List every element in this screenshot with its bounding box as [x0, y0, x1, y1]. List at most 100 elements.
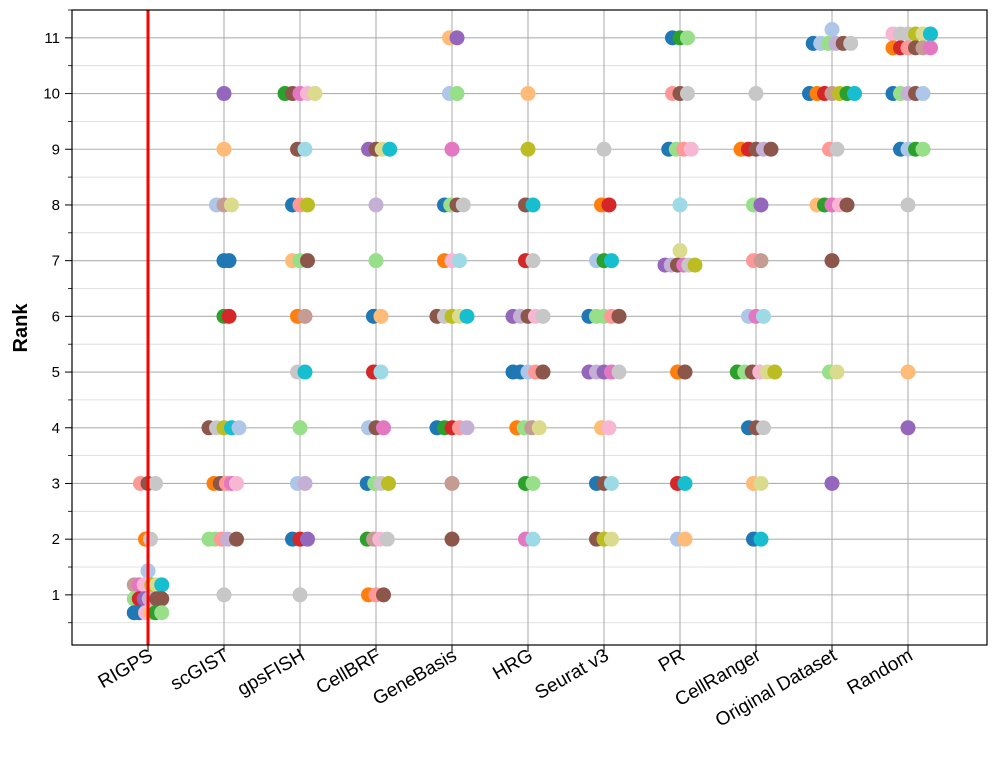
rank-point [154, 605, 170, 621]
rank-point [604, 253, 619, 269]
rank-point [680, 30, 695, 46]
rank-point [677, 531, 693, 547]
rank-point [756, 308, 771, 324]
rank-point [672, 243, 688, 259]
rank-point [923, 40, 938, 56]
rank-point [843, 35, 859, 51]
x-tick-label: RIGPS [95, 645, 157, 693]
rank-point [449, 30, 465, 46]
y-axis-title: Rank [10, 303, 32, 353]
rank-point [525, 531, 541, 547]
rank-point [601, 420, 617, 436]
rank-point [525, 253, 541, 269]
y-tick-label: 3 [52, 475, 60, 492]
rank-point [824, 475, 840, 491]
x-tick-label: GeneBasis [370, 645, 461, 710]
rank-point [535, 364, 551, 380]
rank-point [915, 86, 931, 102]
rank-point [216, 141, 232, 157]
rank-point [753, 253, 769, 269]
rank-point [847, 86, 862, 102]
rank-point [148, 475, 163, 491]
rank-point [829, 364, 845, 380]
rank-point [829, 141, 845, 157]
rank-point [839, 197, 855, 213]
rank-point [753, 197, 769, 213]
rank-point [154, 577, 170, 593]
rank-point [373, 364, 389, 380]
rank-point [297, 308, 313, 324]
rank-point [459, 420, 475, 436]
rank-point [452, 253, 467, 269]
rank-point [604, 475, 619, 491]
rank-point [525, 197, 541, 213]
x-tick-label: gpsFISH [234, 645, 309, 700]
rank-point [915, 141, 931, 157]
rank-point [900, 420, 916, 436]
rank-point [900, 364, 916, 380]
rank-point [300, 253, 315, 269]
rank-point [373, 308, 389, 324]
rank-point [444, 141, 460, 157]
y-axis-ticks: 1 2 3 4 5 6 7 8 9 10 11 [43, 9, 72, 624]
y-tick-label: 4 [52, 420, 60, 437]
rank-point [297, 141, 313, 157]
rank-point [300, 197, 315, 213]
rank-point [680, 86, 695, 102]
rank-point [753, 531, 769, 547]
rank-point [683, 141, 699, 157]
y-tick-label: 7 [52, 253, 60, 270]
plot-frame [71, 9, 988, 646]
x-tick-label: Seurat v3 [532, 645, 613, 704]
rank-point [224, 197, 239, 213]
rank-point [756, 420, 771, 436]
rank-point [376, 420, 391, 436]
x-tick-label: HRG [489, 645, 536, 684]
rank-point [601, 197, 617, 213]
y-tick-label: 1 [52, 587, 60, 604]
rank-point [297, 475, 313, 491]
rank-point [763, 141, 779, 157]
plot-background [72, 10, 987, 645]
y-tick-label: 8 [52, 197, 60, 214]
rank-point [767, 364, 783, 380]
rank-point [229, 475, 244, 491]
rank-point [611, 364, 627, 380]
rank-point [531, 420, 547, 436]
rank-point [596, 141, 612, 157]
rank-point [221, 308, 237, 324]
rank-point [525, 475, 541, 491]
rank-point [379, 531, 395, 547]
rank-point [753, 475, 769, 491]
y-tick-label: 6 [52, 308, 60, 325]
rank-point [292, 420, 308, 436]
rank-point [455, 197, 471, 213]
rank-point [611, 308, 627, 324]
rank-point [381, 475, 396, 491]
rank-point [297, 364, 313, 380]
rank-point [216, 86, 232, 102]
rank-point [459, 308, 475, 324]
y-tick-label: 2 [52, 531, 60, 548]
rank-point [143, 531, 158, 547]
rank-point [677, 364, 693, 380]
rank-point [604, 531, 619, 547]
rank-point [677, 475, 693, 491]
x-tick-label: PR [655, 645, 688, 676]
rank-point [824, 253, 840, 269]
rank-point [535, 308, 551, 324]
x-tick-label: scGIST [167, 645, 233, 695]
rank-point [672, 197, 688, 213]
rank-point [307, 86, 323, 102]
rank-point [376, 587, 391, 603]
rank-point [368, 253, 384, 269]
y-tick-label: 9 [52, 141, 60, 158]
rank-point [520, 86, 536, 102]
rank-point [900, 197, 916, 213]
x-tick-label: Random [844, 645, 917, 699]
rank-point [444, 531, 460, 547]
rank-point [300, 531, 315, 547]
rank-point [216, 587, 232, 603]
y-tick-label: 5 [52, 364, 60, 381]
